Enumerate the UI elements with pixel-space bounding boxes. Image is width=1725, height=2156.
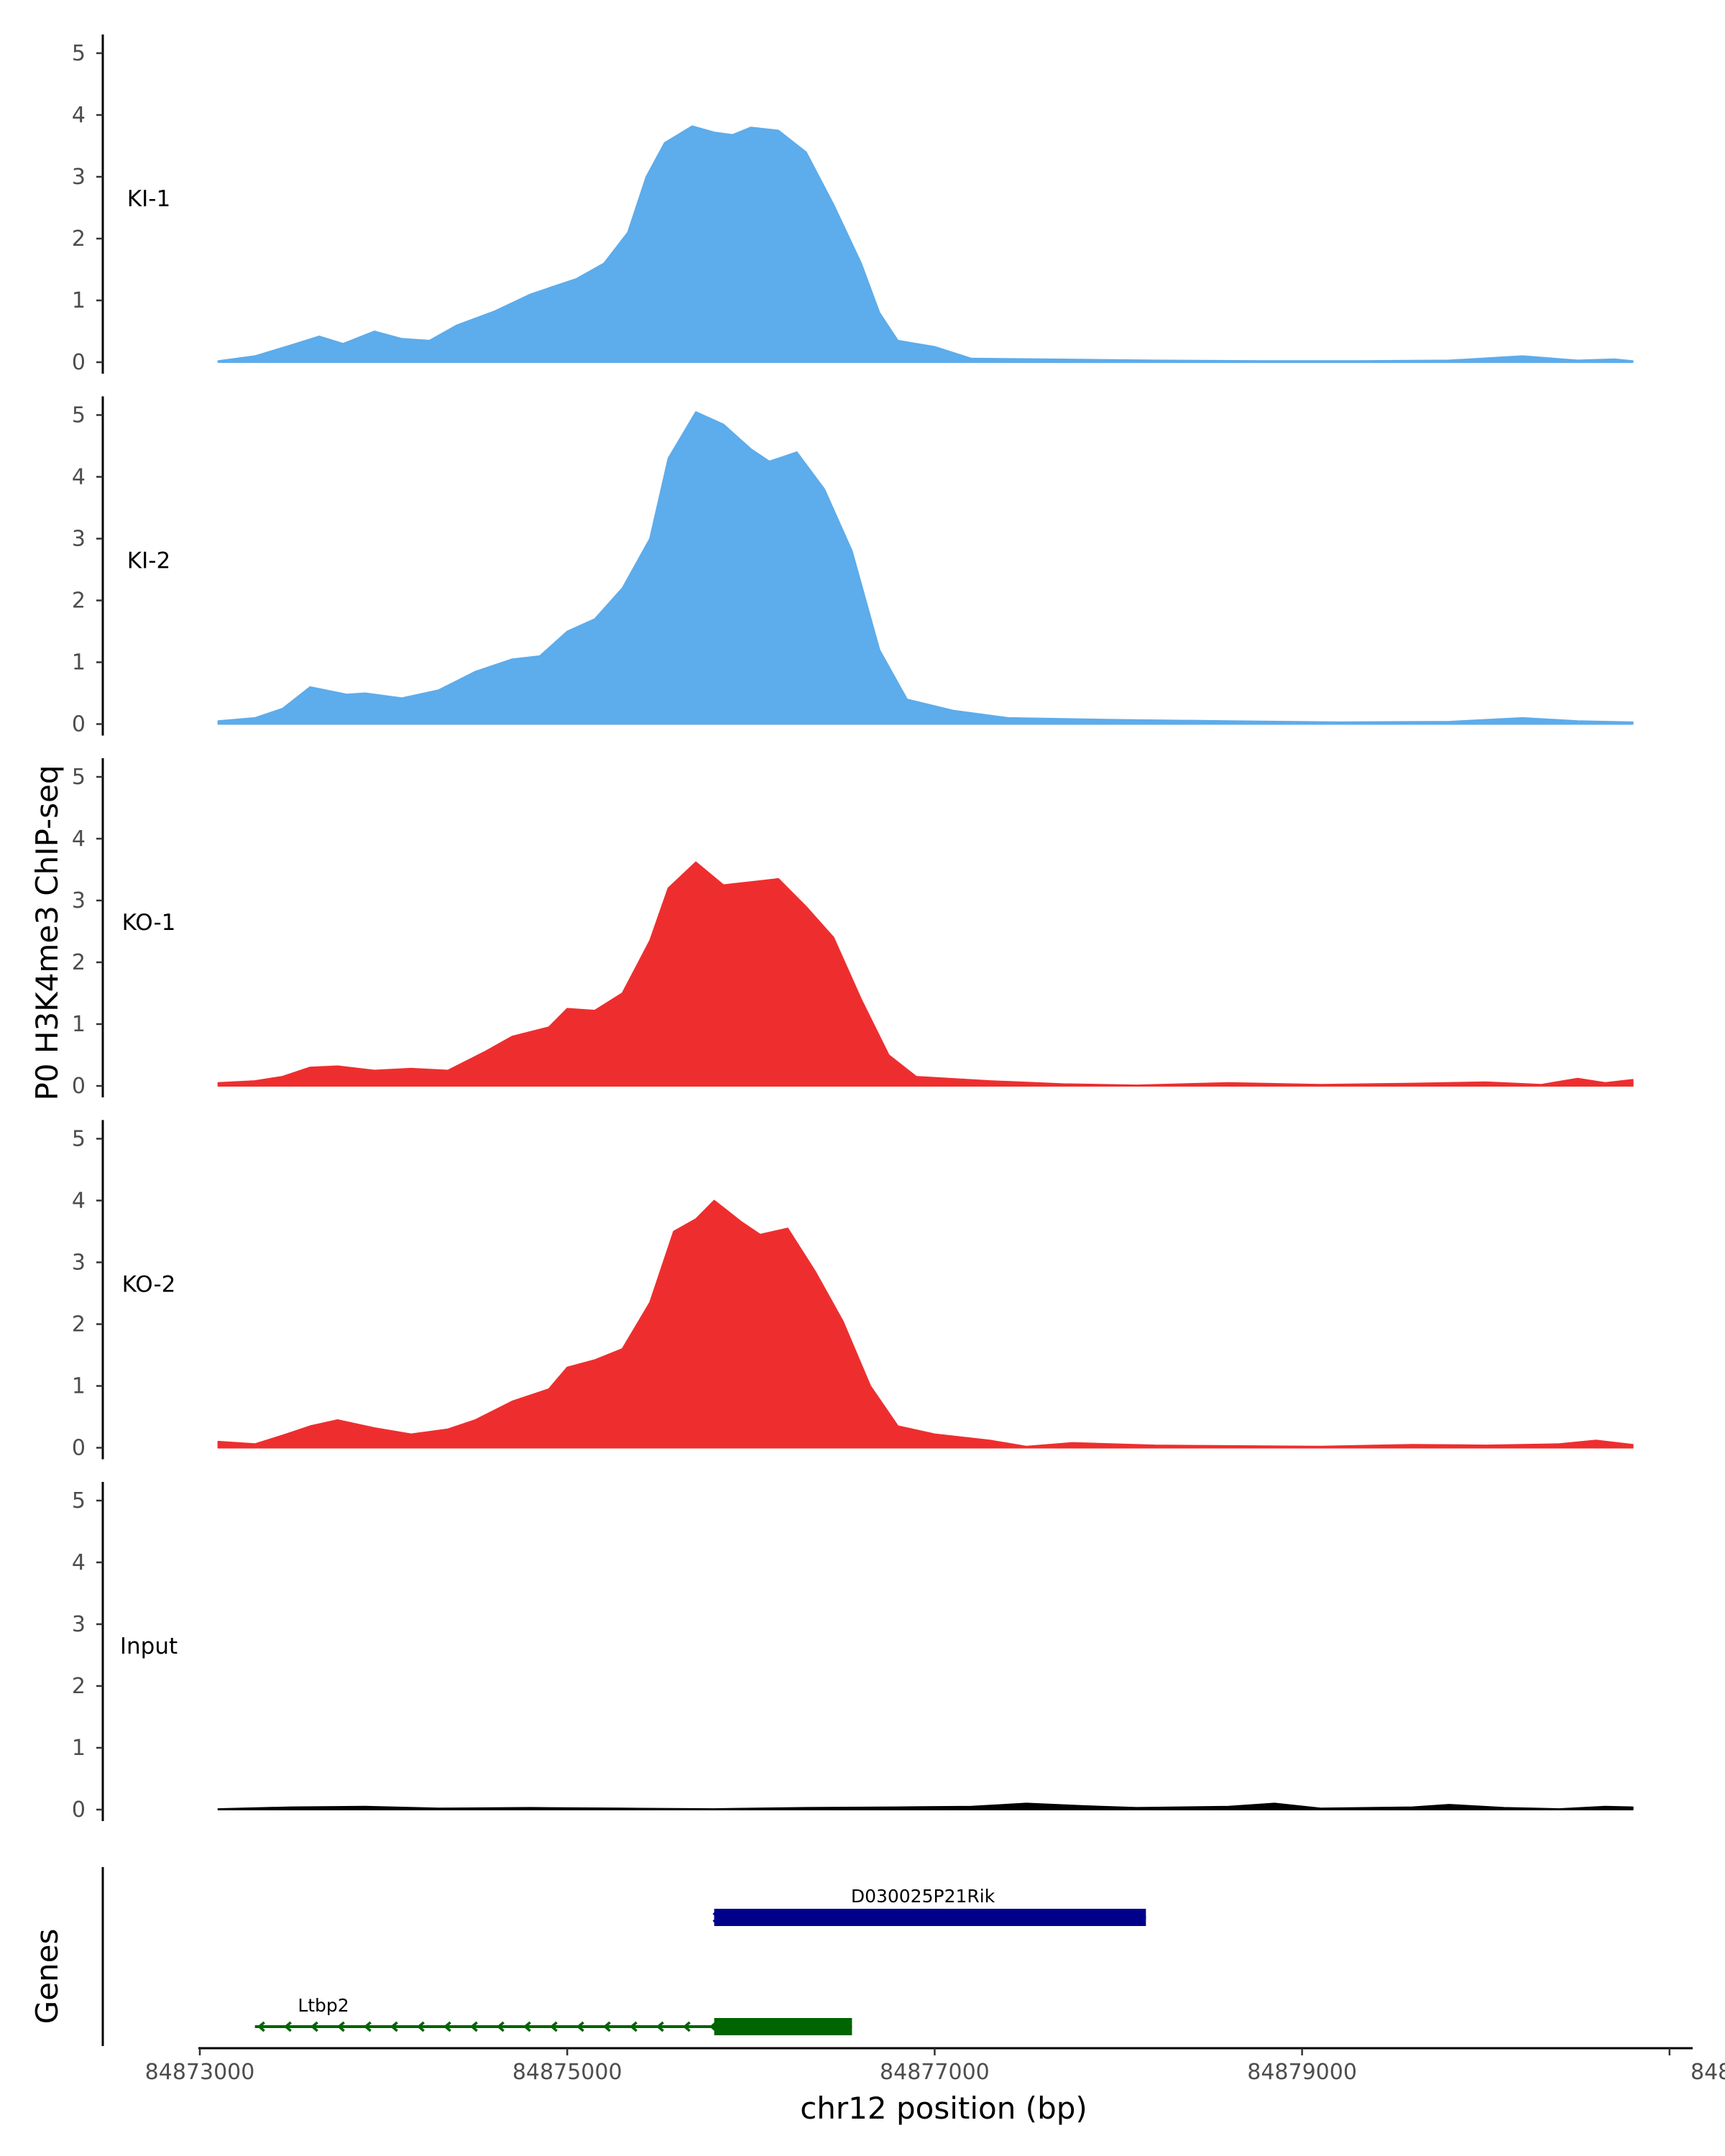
strand-arrow bbox=[363, 2021, 372, 2032]
x-tick-label: 84877000 bbox=[880, 2060, 990, 2085]
strand-arrow bbox=[390, 2021, 398, 2032]
track-label: KO-1 bbox=[122, 910, 176, 936]
track-panel-ki-2: 0 1 2 3 4 5 KI-2 bbox=[72, 396, 1634, 737]
genes-panel: D030025P21Rik Ltbp2 bbox=[101, 1867, 1146, 2046]
y-tick-label: 0 bbox=[72, 1797, 86, 1823]
y-tick-label: 4 bbox=[72, 826, 86, 852]
y-tick-label: 1 bbox=[72, 288, 86, 313]
y-tick-label: 0 bbox=[72, 712, 86, 737]
strand-arrow bbox=[656, 2021, 664, 2032]
signal-area-ki-2 bbox=[217, 411, 1634, 725]
signal-area-ko-1 bbox=[217, 861, 1634, 1087]
y-tick-label: 5 bbox=[72, 765, 86, 790]
strand-arrow bbox=[443, 2021, 451, 2032]
y-tick-label: 5 bbox=[72, 403, 86, 428]
y-tick-label: 1 bbox=[72, 1012, 86, 1037]
y-tick-label: 3 bbox=[72, 527, 86, 552]
track-panel-input: 0 1 2 3 4 5 Input bbox=[72, 1482, 1634, 1823]
strand-arrow bbox=[602, 2021, 611, 2032]
strand-arrow bbox=[416, 2021, 425, 2032]
y-tick-label: 5 bbox=[72, 41, 86, 66]
y-tick-label: 3 bbox=[72, 1612, 86, 1637]
y-tick-label: 2 bbox=[72, 1674, 86, 1699]
strand-arrow bbox=[576, 2021, 584, 2032]
y-tick-label: 4 bbox=[72, 1550, 86, 1575]
y-tick-label: 3 bbox=[72, 888, 86, 913]
strand-arrow bbox=[336, 2021, 345, 2032]
y-tick-label: 2 bbox=[72, 950, 86, 975]
track-panel-ko-2: 0 1 2 3 4 5 KO-2 bbox=[72, 1120, 1634, 1461]
track-panels: 0 1 2 3 4 5 KI-1 0 1 2 3 4 5 KI-2 0 1 2 3 4 5 KO-1 0 1 2 3 4 5 KO-2… bbox=[72, 34, 1634, 1823]
y-tick-label: 3 bbox=[72, 165, 86, 190]
genes-axis-title: Genes bbox=[29, 1929, 65, 2024]
gene-exon bbox=[714, 1909, 1146, 1926]
strand-arrow bbox=[549, 2021, 558, 2032]
track-label: Input bbox=[120, 1634, 178, 1659]
y-tick-label: 2 bbox=[72, 226, 86, 252]
strand-arrow bbox=[257, 2021, 265, 2032]
x-axis: 84873000 84875000 84877000 84879000 848810 bbox=[145, 2047, 1725, 2085]
x-axis-title: chr12 position (bp) bbox=[800, 2091, 1087, 2126]
strand-arrow bbox=[310, 2021, 318, 2032]
y-tick-label: 1 bbox=[72, 1736, 86, 1761]
y-tick-label: 2 bbox=[72, 1312, 86, 1337]
y-tick-label: 4 bbox=[72, 103, 86, 128]
y-tick-label: 5 bbox=[72, 1127, 86, 1152]
y-axis-title: P0 H3K4me3 ChIP-seq bbox=[29, 765, 65, 1100]
y-tick-label: 1 bbox=[72, 1374, 86, 1399]
track-label: KO-2 bbox=[122, 1272, 176, 1298]
strand-arrow bbox=[283, 2021, 292, 2032]
y-tick-label: 3 bbox=[72, 1250, 86, 1276]
x-tick-label: 84873000 bbox=[145, 2060, 255, 2085]
track-label: KI-1 bbox=[127, 186, 170, 212]
y-tick-label: 1 bbox=[72, 650, 86, 676]
y-tick-label: 4 bbox=[72, 465, 86, 490]
strand-arrow bbox=[523, 2021, 531, 2032]
signal-area-ki-1 bbox=[217, 125, 1634, 363]
y-tick-label: 4 bbox=[72, 1189, 86, 1214]
y-tick-label: 0 bbox=[72, 1436, 86, 1461]
signal-area-ko-2 bbox=[217, 1199, 1634, 1449]
x-tick-label: 84875000 bbox=[512, 2060, 622, 2085]
track-panel-ko-1: 0 1 2 3 4 5 KO-1 bbox=[72, 758, 1634, 1099]
strand-arrow bbox=[496, 2021, 505, 2032]
track-panel-ki-1: 0 1 2 3 4 5 KI-1 bbox=[72, 34, 1634, 375]
y-tick-label: 0 bbox=[72, 1074, 86, 1099]
y-tick-label: 0 bbox=[72, 350, 86, 375]
gene-label: D030025P21Rik bbox=[851, 1886, 995, 1907]
signal-area-input bbox=[217, 1802, 1634, 1810]
y-tick-label: 2 bbox=[72, 589, 86, 614]
strand-arrow bbox=[469, 2021, 478, 2032]
x-tick-label: 848810 bbox=[1690, 2060, 1725, 2085]
track-label: KI-2 bbox=[127, 548, 170, 574]
gene-d030025p21rik: D030025P21Rik bbox=[712, 1886, 1146, 1926]
gene-ltbp2: Ltbp2 bbox=[254, 1995, 852, 2035]
strand-arrow bbox=[629, 2021, 638, 2032]
y-tick-label: 5 bbox=[72, 1488, 86, 1514]
strand-arrow bbox=[682, 2021, 691, 2032]
gene-exon bbox=[714, 2018, 852, 2035]
gene-label: Ltbp2 bbox=[298, 1995, 349, 2016]
x-tick-label: 84879000 bbox=[1247, 2060, 1357, 2085]
